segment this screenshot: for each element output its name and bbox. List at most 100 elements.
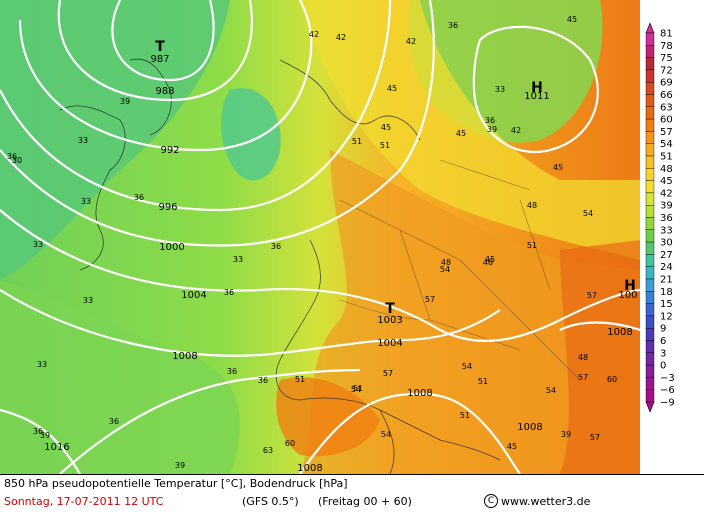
theta-label: 36 bbox=[227, 367, 237, 376]
color-scale-swatch bbox=[645, 94, 655, 108]
color-scale-label: 12 bbox=[660, 311, 673, 322]
map-date: Sonntag, 17-07-2011 12 UTC bbox=[4, 495, 164, 508]
color-scale: 8178757269666360575451484542393633302724… bbox=[645, 22, 675, 413]
theta-label: 57 bbox=[590, 433, 600, 442]
color-scale-label: 69 bbox=[660, 78, 673, 89]
theta-label: 42 bbox=[406, 37, 416, 46]
cool-region-west bbox=[0, 0, 230, 280]
color-scale-label: 42 bbox=[660, 188, 673, 199]
theta-label: 51 bbox=[353, 384, 363, 393]
theta-label: 54 bbox=[462, 362, 472, 371]
color-scale-label: 66 bbox=[660, 90, 673, 101]
theta-label: 54 bbox=[351, 385, 361, 394]
pressure-center-letter: T bbox=[385, 301, 395, 317]
theta-label: 54 bbox=[381, 430, 391, 439]
theta-label: 30 bbox=[12, 156, 22, 165]
color-scale-swatch bbox=[645, 340, 655, 354]
color-scale-label: 75 bbox=[660, 53, 673, 64]
theta-label: 63 bbox=[263, 446, 273, 455]
theta-label: 48 bbox=[578, 353, 588, 362]
color-scale-swatch bbox=[645, 278, 655, 292]
theta-label: 45 bbox=[567, 15, 577, 24]
model-label: (GFS 0.5°) bbox=[242, 495, 299, 508]
isobar-label: 992 bbox=[160, 145, 179, 156]
color-scale-swatch bbox=[645, 241, 655, 255]
theta-label: 57 bbox=[587, 291, 597, 300]
isobar-label: 1000 bbox=[159, 242, 184, 253]
theta-label: 33 bbox=[495, 85, 505, 94]
theta-label: 57 bbox=[383, 369, 393, 378]
color-scale-swatch bbox=[645, 204, 655, 218]
color-scale-label: 48 bbox=[660, 164, 673, 175]
theta-label: 45 bbox=[456, 129, 466, 138]
country-borders bbox=[339, 159, 581, 381]
color-scale-top-arrow bbox=[645, 22, 655, 34]
theta-label: 33 bbox=[33, 240, 43, 249]
isobar-labels: 988 992 996 1000 1004 1008 1016 1004 100… bbox=[44, 86, 632, 474]
theta-label: 42 bbox=[511, 126, 521, 135]
theta-label: 54 bbox=[440, 265, 450, 274]
color-scale-swatch bbox=[645, 352, 655, 366]
color-scale-swatch bbox=[645, 143, 655, 157]
color-scale-label: 63 bbox=[660, 102, 673, 113]
isobar-label: 1008 bbox=[517, 422, 542, 433]
theta-label: 48 bbox=[527, 201, 537, 210]
map-footer: 850 hPa pseudopotentielle Temperatur [°C… bbox=[0, 474, 704, 514]
cool-region-southwest bbox=[0, 280, 240, 474]
color-scale-swatch bbox=[645, 155, 655, 169]
run-label: (Freitag 00 + 60) bbox=[318, 495, 412, 508]
pressure-center-letter: H bbox=[624, 278, 636, 294]
weather-map: T 987 H 1011 T 1003 H 100 988 992 996 10… bbox=[0, 0, 640, 474]
theta-label: 36 bbox=[109, 417, 119, 426]
color-scale-swatch bbox=[645, 291, 655, 304]
theta-label: 57 bbox=[578, 373, 588, 382]
theta-label: 36 bbox=[271, 242, 281, 251]
color-scale-label: 39 bbox=[660, 201, 673, 212]
color-scale-swatch bbox=[645, 389, 655, 403]
isobar-label: 1004 bbox=[377, 338, 402, 349]
theta-label: 45 bbox=[507, 442, 517, 451]
isobar-label: 1016 bbox=[44, 442, 69, 453]
color-scale-swatch bbox=[645, 254, 655, 267]
color-scale-swatch bbox=[645, 69, 655, 83]
color-scale-label: 60 bbox=[660, 115, 673, 126]
theta-label: 33 bbox=[78, 136, 88, 145]
map-title: 850 hPa pseudopotentielle Temperatur [°C… bbox=[4, 477, 348, 490]
theta-label: 39 bbox=[561, 430, 571, 439]
theta-label: 51 bbox=[460, 411, 470, 420]
color-scale-label: 15 bbox=[660, 299, 673, 310]
warm-patch-south bbox=[276, 377, 380, 457]
color-scale-swatch bbox=[645, 364, 655, 378]
theta-label: 33 bbox=[83, 296, 93, 305]
color-scale-label: 45 bbox=[660, 176, 673, 187]
color-scale-bar bbox=[645, 22, 655, 413]
color-scale-swatch bbox=[645, 131, 655, 144]
warm-region-center bbox=[300, 150, 640, 474]
theta-label: 36 bbox=[33, 427, 43, 436]
color-scale-label: 21 bbox=[660, 275, 673, 286]
theta-label: 48 bbox=[441, 258, 451, 267]
isobar-label: 1008 bbox=[172, 351, 197, 362]
theta-label: 51 bbox=[380, 141, 390, 150]
color-scale-label: 9 bbox=[660, 324, 666, 335]
theta-label: 54 bbox=[583, 209, 593, 218]
copyright-icon: C bbox=[484, 494, 498, 508]
color-scale-label: −3 bbox=[660, 373, 675, 384]
theta-label: 54 bbox=[546, 386, 556, 395]
color-scale-label: 6 bbox=[660, 336, 666, 347]
color-scale-swatch bbox=[645, 377, 655, 390]
theta-labels: 39 33 36 30 33 36 33 33 33 36 39 36 36 3… bbox=[7, 15, 617, 470]
theta-label: 57 bbox=[425, 295, 435, 304]
copyright-text: www.wetter3.de bbox=[501, 494, 591, 508]
color-scale-swatch bbox=[645, 192, 655, 206]
pressure-center-letter: T bbox=[155, 39, 165, 55]
theta-label: 51 bbox=[352, 137, 362, 146]
color-scale-label: −9 bbox=[660, 398, 675, 409]
color-scale-label: 3 bbox=[660, 348, 666, 359]
theta-label: 48 bbox=[483, 258, 493, 267]
color-scale-labels: 8178757269666360575451484542393633302724… bbox=[660, 29, 675, 409]
color-scale-label: 0 bbox=[660, 361, 666, 372]
pressure-centers: T 987 H 1011 T 1003 H 100 bbox=[150, 39, 637, 326]
color-scale-label: 30 bbox=[660, 238, 673, 249]
theta-label: 45 bbox=[387, 84, 397, 93]
